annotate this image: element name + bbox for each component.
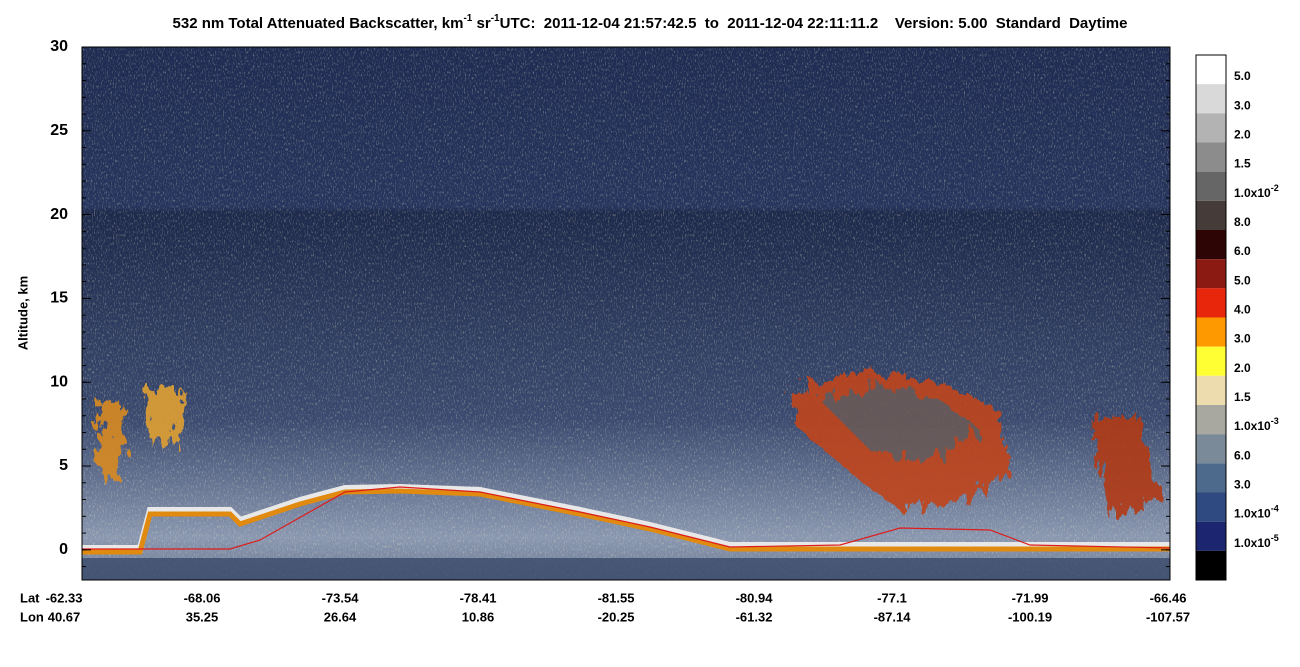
colorbar-label-text: 1.5 [1234,390,1251,404]
colorbar-label-text: 1.0x10 [1234,186,1271,200]
colorbar-label: 2.0 [1234,128,1251,142]
colorbar-label-text: 1.0x10 [1234,536,1271,550]
x-tick-label: -71.99 [1012,590,1049,605]
colorbar-swatch [1196,492,1226,522]
colorbar-label: 3.0 [1234,99,1251,113]
colorbar-swatch [1196,346,1226,376]
colorbar-label-text: 4.0 [1234,303,1251,317]
x-tick-label: -81.55 [598,590,635,605]
colorbar-label-text: 1.0x10 [1234,419,1271,433]
colorbar-label-text: 5.0 [1234,274,1251,288]
colorbar-swatch [1196,521,1226,551]
x-tick-label: -68.06 [184,590,221,605]
y-tick-label: 30 [50,38,68,55]
x-tick-label: -73.54 [322,590,360,605]
x-tick-label: 35.25 [186,609,219,624]
colorbar-label: 6.0 [1234,244,1251,258]
colorbar-label: 1.0x10-2 [1234,183,1279,200]
colorbar-label: 8.0 [1234,215,1251,229]
colorbar-label: 1.5 [1234,390,1251,404]
colorbar-label-text: 6.0 [1234,449,1251,463]
colorbar-label: 3.0 [1234,332,1251,346]
colorbar-label-text: 2.0 [1234,128,1251,142]
colorbar-label-text: 3.0 [1234,99,1251,113]
colorbar-label: 5.0 [1234,274,1251,288]
colorbar-swatch [1196,113,1226,143]
x-tick-label: -77.1 [877,590,907,605]
colorbar-swatch [1196,200,1226,230]
colorbar-label-text: 5.0 [1234,69,1251,83]
colorbar-label-text: 2.0 [1234,361,1251,375]
subtitle: UTC: 2011-12-04 21:57:42.5 to 2011-12-04… [500,15,1128,32]
title-part: sr [472,15,491,32]
y-tick-label: 20 [50,206,68,223]
x-tick-label: -80.94 [736,590,774,605]
colorbar-label-text: 1.5 [1234,157,1251,171]
colorbar-label: 1.0x10-3 [1234,417,1279,434]
colorbar-label-text: 3.0 [1234,478,1251,492]
x-tick-label: -87.14 [874,609,912,624]
colorbar-label-text: 8.0 [1234,215,1251,229]
title-part: 532 nm Total Attenuated Backscatter, km [173,15,464,32]
colorbar-swatch [1196,463,1226,493]
colorbar-frame [1195,54,1227,581]
colorbar-swatch [1196,550,1226,580]
x-tick-label: -100.19 [1008,609,1052,624]
x-tick-label: -66.46 [1150,590,1187,605]
colorbar-swatch [1196,259,1226,289]
x-tick-label: 26.64 [324,609,357,624]
colorbar-swatch [1196,317,1226,347]
y-axis-label: Altitude, km [15,276,30,350]
x-tick-label: 10.86 [462,609,495,624]
colorbar-label: 2.0 [1234,361,1251,375]
y-tick-label: 0 [59,541,68,558]
colorbar-label: 4.0 [1234,303,1251,317]
colorbar-label-sup: -2 [1271,183,1279,193]
colorbar-swatch [1196,375,1226,405]
row-name: Lat [20,590,40,605]
chart-title: 532 nm Total Attenuated Backscatter, km-… [173,13,1128,32]
colorbar-swatch [1196,55,1226,85]
y-tick-label: 25 [50,122,68,139]
colorbar-swatch [1196,230,1226,260]
y-tick-label: 15 [50,290,68,307]
colorbar-swatch [1196,434,1226,464]
colorbar-swatch [1196,405,1226,435]
title-sup: -1 [491,13,500,24]
colorbar-label-sup: -5 [1271,533,1279,543]
y-tick-label: 10 [50,373,68,390]
x-tick-label: -107.57 [1146,609,1190,624]
colorbar-label: 3.0 [1234,478,1251,492]
x-tick-label: -78.41 [460,590,497,605]
colorbar-swatch [1196,142,1226,172]
colorbar-swatch [1196,84,1226,114]
colorbar-label-text: 1.0x10 [1234,507,1271,521]
x-tick-label: 40.67 [48,609,81,624]
row-name: Lon [20,609,44,624]
x-tick-label: -62.33 [46,590,83,605]
colorbar-label-text: 3.0 [1234,332,1251,346]
colorbar-label-text: 6.0 [1234,244,1251,258]
x-tick-label: -20.25 [598,609,635,624]
colorbar-label: 6.0 [1234,449,1251,463]
colorbar-swatch [1196,288,1226,318]
colorbar-label: 5.0 [1234,69,1251,83]
colorbar-swatch [1196,171,1226,201]
x-tick-label: -61.32 [736,609,773,624]
title-sup: -1 [463,13,472,24]
colorbar-label: 1.0x10-5 [1234,533,1279,550]
colorbar-label: 1.5 [1234,157,1251,171]
plot-frame [81,46,1171,581]
backscatter-image [82,47,1171,580]
colorbar-label-sup: -3 [1271,417,1279,427]
colorbar-label: 1.0x10-4 [1234,504,1279,521]
y-tick-label: 5 [59,457,68,474]
colorbar-label-sup: -4 [1271,504,1279,514]
